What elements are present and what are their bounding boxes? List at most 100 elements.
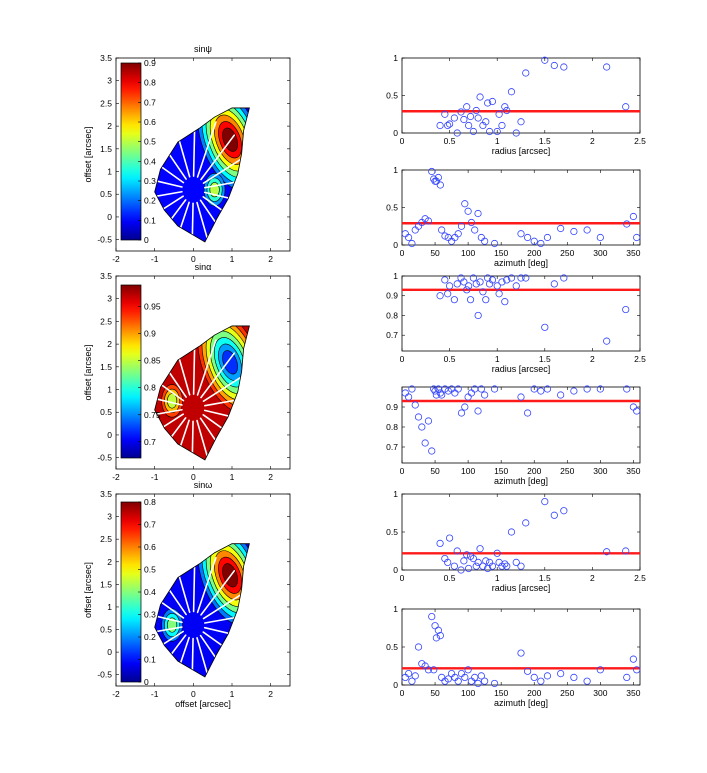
data-point [454, 385, 462, 393]
data-point [436, 539, 444, 548]
data-point [507, 274, 516, 282]
data-point [430, 175, 438, 183]
y-tick-label: 0.8 [386, 422, 398, 432]
colorbar-tick-label: 0.3 [144, 176, 156, 186]
colorbar-tick-label: 0.4 [144, 587, 156, 597]
data-point [517, 649, 525, 657]
data-point [603, 337, 611, 345]
x-tick-label: 1 [495, 354, 500, 364]
data-point [445, 120, 454, 128]
x-tick-label: 50 [430, 466, 440, 476]
data-point [570, 227, 578, 236]
data-point [629, 212, 637, 221]
y-tick-label: 0 [107, 212, 112, 222]
data-point [457, 566, 465, 574]
x-tick-label: -2 [112, 472, 120, 482]
data-point [522, 69, 530, 77]
x-tick-label: 0 [191, 254, 196, 264]
plot-frame [401, 275, 641, 352]
data-point [457, 222, 466, 230]
data-point [541, 56, 549, 64]
data-point [469, 274, 477, 282]
map-vector [196, 339, 217, 396]
data-point [490, 239, 499, 248]
data-point [629, 655, 637, 663]
data-point [438, 391, 446, 399]
data-point [481, 391, 489, 399]
plot-frame [401, 169, 641, 246]
x-tick-label: 2.5 [634, 136, 646, 146]
data-point [472, 106, 480, 115]
data-point [541, 323, 549, 331]
map-vector [196, 419, 214, 460]
y-tick-label: 1 [107, 385, 112, 395]
data-point [512, 129, 520, 137]
y-tick-label: 1 [393, 271, 398, 281]
map-contour-band [222, 350, 238, 375]
data-point [530, 385, 538, 393]
data-point [490, 385, 499, 393]
data-point [418, 423, 426, 431]
x-tick-label: 0 [191, 472, 196, 482]
data-point [436, 121, 444, 130]
x-tick-label: 100 [461, 466, 475, 476]
x-tick-label: 0 [400, 136, 405, 146]
y-tick-label: 1.5 [100, 144, 112, 154]
data-point [424, 417, 433, 425]
y-tick-label: 1 [393, 165, 398, 175]
data-point [454, 677, 462, 685]
data-point [537, 677, 545, 685]
data-point [457, 669, 466, 678]
x-tick-label: 1 [230, 254, 235, 264]
data-point [436, 181, 444, 189]
y-tick-label: 0.5 [100, 189, 112, 199]
data-point [436, 292, 444, 300]
plot-frame [401, 493, 641, 571]
data-point [405, 233, 413, 242]
data-point [543, 385, 552, 393]
y-tick-label: 1 [393, 489, 398, 499]
x-tick-label: 150 [494, 248, 508, 258]
data-point [463, 551, 471, 559]
data-point [474, 311, 482, 320]
y-tick-label: 2 [107, 557, 112, 567]
map-vector [191, 202, 194, 242]
y-tick-label: 0 [393, 240, 398, 250]
y-tick-label: 1 [393, 53, 398, 63]
data-point [401, 673, 409, 682]
y-tick-label: 1.5 [100, 579, 112, 589]
data-point [453, 280, 461, 288]
colorbar-tick-label: 0.9 [144, 329, 156, 339]
y-tick-label: 0 [393, 128, 398, 138]
data-point [503, 562, 511, 570]
data-point [467, 389, 476, 397]
map-outline [154, 543, 250, 678]
data-point [530, 673, 538, 682]
data-point [482, 296, 490, 304]
data-point [493, 549, 501, 557]
y-tick-label: 0 [393, 565, 398, 575]
data-point [401, 389, 409, 397]
colorbar [120, 62, 142, 241]
data-point [557, 224, 565, 233]
data-point [517, 118, 525, 126]
x-axis-label: azimuth [deg] [494, 258, 548, 268]
colorbar-tick-label: 0.8 [144, 497, 156, 507]
y-tick-label: 1 [107, 167, 112, 177]
data-point [557, 669, 565, 678]
x-tick-label: 100 [461, 688, 475, 698]
map-vector [200, 569, 236, 616]
data-point [411, 401, 419, 409]
data-point [457, 108, 465, 116]
x-tick-label: 2 [590, 573, 595, 583]
y-tick-label: 3 [107, 294, 112, 304]
data-point [424, 666, 433, 674]
data-point [477, 385, 485, 393]
y-tick-label: -0.5 [97, 235, 112, 245]
x-tick-label: 0 [400, 573, 405, 583]
data-point [447, 237, 456, 245]
y-tick-label: 0.5 [386, 642, 398, 652]
scatter-panel-sinalpha-azimuth: 0 50 100 150 200 250 300 350 0.7 0.8 0.9 azimuth [d… [386, 385, 641, 486]
data-point [633, 407, 641, 415]
